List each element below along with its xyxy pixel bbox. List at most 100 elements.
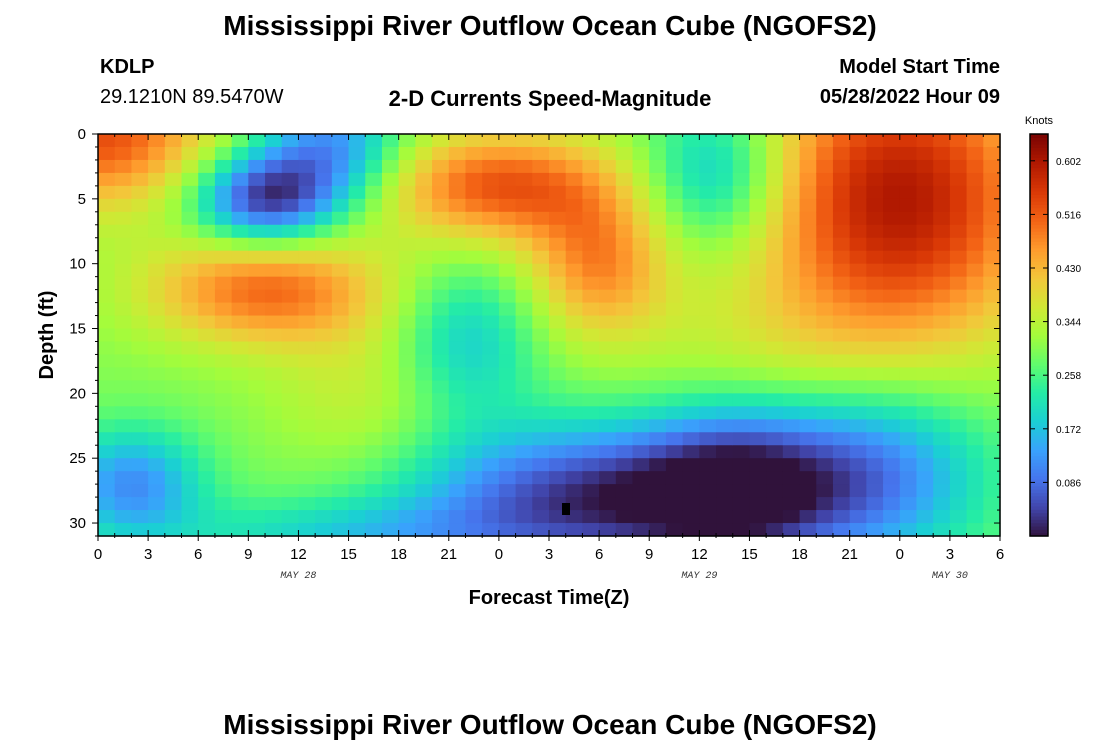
heatmap-cell: [849, 185, 867, 200]
heatmap-cell: [716, 276, 734, 291]
x-tick-label: 6: [595, 546, 603, 563]
heatmap-cell: [298, 250, 316, 265]
heatmap-cell: [565, 406, 583, 420]
heatmap-cell: [866, 250, 884, 265]
heatmap-cell: [782, 237, 801, 252]
heatmap-cell: [983, 523, 1001, 537]
heatmap-cell: [582, 458, 600, 472]
x-tick-label: 15: [340, 546, 357, 563]
heatmap-cell: [716, 419, 734, 433]
heatmap-cell: [265, 276, 283, 291]
heatmap-cell: [331, 224, 350, 239]
heatmap-cell: [565, 445, 583, 459]
heatmap-cell: [415, 134, 433, 148]
heatmap-cell: [549, 471, 567, 485]
colorbar-segment: [1030, 167, 1048, 172]
heatmap-cell: [966, 302, 984, 317]
heatmap-cell: [265, 224, 283, 239]
heatmap-cell: [248, 406, 266, 420]
heatmap-cell: [515, 224, 533, 239]
heatmap-cell: [498, 146, 517, 161]
heatmap-cell: [131, 146, 149, 161]
heatmap-cell: [599, 484, 617, 498]
heatmap-cell: [682, 354, 700, 369]
heatmap-cell: [231, 523, 249, 537]
heatmap-cell: [482, 458, 500, 472]
heatmap-cell: [315, 510, 333, 524]
heatmap-cell: [699, 484, 717, 498]
heatmap-cell: [432, 432, 450, 446]
heatmap-cell: [916, 185, 934, 200]
heatmap-cell: [766, 146, 784, 161]
heatmap-cell: [131, 172, 149, 187]
heatmap-cell: [632, 328, 650, 343]
heatmap-cell: [331, 250, 350, 265]
heatmap-cell: [415, 224, 433, 239]
heatmap-cell: [766, 367, 784, 381]
heatmap-cell: [482, 471, 500, 485]
colorbar-segment: [1030, 525, 1048, 530]
heatmap-cell: [532, 380, 550, 394]
heatmap-cell: [281, 185, 300, 200]
heatmap-cell: [331, 276, 350, 291]
heatmap-cell: [949, 484, 968, 498]
heatmap-cell: [214, 237, 233, 252]
heatmap-cell: [131, 497, 149, 511]
heatmap-cell: [298, 393, 316, 407]
heatmap-cell: [983, 134, 1001, 148]
heatmap-cell: [532, 263, 550, 278]
heatmap-cell: [248, 510, 266, 524]
heatmap-cell: [665, 159, 684, 174]
heatmap-cell: [599, 432, 617, 446]
heatmap-cell: [482, 341, 500, 356]
heatmap-cell: [415, 406, 433, 420]
heatmap-cell: [281, 432, 300, 446]
heatmap-cell: [164, 211, 183, 226]
heatmap-cell: [682, 471, 700, 485]
heatmap-cell: [782, 510, 801, 524]
heatmap-cell: [665, 445, 684, 459]
heatmap-cell: [281, 237, 300, 252]
heatmap-cell: [983, 172, 1001, 187]
heatmap-cell: [265, 354, 283, 369]
heatmap-cell: [281, 328, 300, 343]
heatmap-cell: [899, 134, 918, 148]
heatmap-cell: [231, 393, 249, 407]
heatmap-cell: [615, 224, 634, 239]
heatmap-cell: [565, 315, 583, 330]
heatmap-cell: [114, 211, 132, 226]
colorbar-segment: [1030, 294, 1048, 299]
heatmap-cell: [732, 328, 751, 343]
heatmap-cell: [983, 146, 1001, 161]
heatmap-cell: [398, 484, 416, 498]
heatmap-cell: [632, 406, 650, 420]
heatmap-cell: [164, 276, 183, 291]
heatmap-cell: [632, 237, 650, 252]
heatmap-cell: [565, 432, 583, 446]
heatmap-cell: [181, 458, 199, 472]
heatmap-cell: [933, 419, 951, 433]
colorbar-frame: [1029, 133, 1049, 537]
heatmap-cell: [198, 289, 216, 304]
heatmap-cell: [331, 341, 350, 356]
heatmap-cell: [582, 237, 600, 252]
heatmap-cell: [866, 146, 884, 161]
heatmap-cell: [565, 484, 583, 498]
heatmap-cell: [348, 497, 366, 511]
heatmap-cell: [716, 146, 734, 161]
heatmap-cell: [799, 134, 817, 148]
heatmap-cell: [799, 211, 817, 226]
heatmap-cell: [732, 198, 751, 213]
heatmap-cell: [716, 250, 734, 265]
heatmap-cell: [515, 289, 533, 304]
station-coords: 29.1210N 89.5470W: [100, 86, 284, 108]
heatmap-cell: [231, 328, 249, 343]
heatmap-cell: [415, 328, 433, 343]
x-axis-title: Forecast Time(Z): [469, 587, 630, 609]
heatmap-cell: [599, 354, 617, 369]
heatmap-cell: [816, 419, 834, 433]
heatmap-cell: [665, 315, 684, 330]
heatmap-cell: [315, 276, 333, 291]
heatmap-cell: [599, 289, 617, 304]
heatmap-cell: [615, 146, 634, 161]
